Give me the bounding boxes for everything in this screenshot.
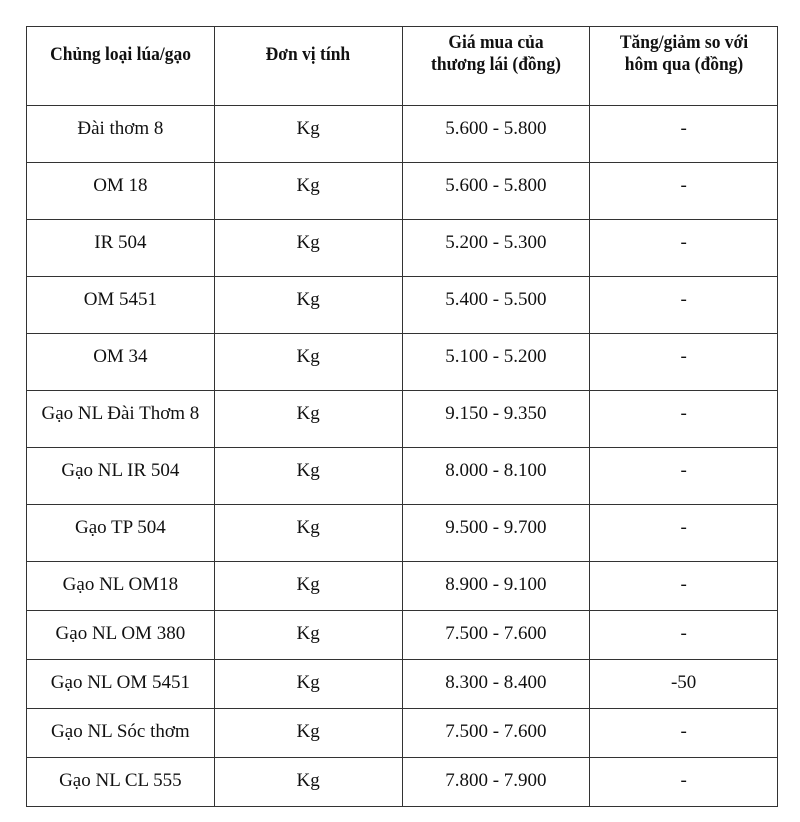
cell-price: 8.900 - 9.100 [401,561,591,611]
cell-change: - [589,757,778,807]
cell-unit: Kg [213,219,403,277]
cell-price: 8.000 - 8.100 [401,447,591,505]
header-text: Giá mua của thương lái (đồng) [430,32,561,75]
cell-price: 5.600 - 5.800 [401,162,591,220]
table-row: OM 5451 Kg 5.400 - 5.500- [26,276,778,334]
cell-rice-type: Gạo NL CL 555 [26,757,215,807]
cell-price: 5.400 - 5.500 [401,276,591,334]
table-row: Gạo NL OM 5451 Kg 8.300 - 8.400 -50 [26,659,778,709]
table-row: OM 18 Kg 5.600 - 5.800- [26,162,778,220]
header-unit: Đơn vị tính [213,26,403,106]
cell-change: - [589,561,778,611]
cell-price: 7.500 - 7.600 [401,708,591,758]
cell-change: - [589,708,778,758]
cell-rice-type: Gạo NL OM 380 [26,610,215,660]
cell-unit: Kg [213,561,403,611]
header-change: Tăng/giảm so với hôm qua (đồng) [589,26,778,106]
cell-price: 9.150 - 9.350 [401,390,591,448]
cell-change: - [589,105,778,163]
cell-price: 5.600 - 5.800 [401,105,591,163]
cell-unit: Kg [213,333,403,391]
table-row: Gạo NL OM18 Kg 8.900 - 9.100- [26,561,778,611]
cell-unit: Kg [213,504,403,562]
table-row: Gạo NL Đài Thơm 8 Kg 9.150 - 9.350- [26,390,778,448]
table-row: Đài thơm 8 Kg 5.600 - 5.800- [26,105,778,163]
header-text: Tăng/giảm so với hôm qua (đồng) [619,32,748,75]
cell-unit: Kg [213,708,403,758]
cell-rice-type: Gạo NL IR 504 [26,447,215,505]
cell-rice-type: Gạo NL Đài Thơm 8 [26,390,215,448]
header-row: Chủng loại lúa/gạo Đơn vị tính Giá mua c… [26,26,778,106]
table-row: Gạo NL Sóc thơm Kg 7.500 - 7.600- [26,708,778,758]
cell-change: - [589,162,778,220]
cell-rice-type: Gạo NL OM 5451 [26,659,215,709]
table-row: Gạo NL CL 555 Kg 7.800 - 7.900- [26,757,778,807]
cell-unit: Kg [213,390,403,448]
table-row: Gạo NL IR 504 Kg 8.000 - 8.100- [26,447,778,505]
table-row: Gạo NL OM 380 Kg 7.500 - 7.600- [26,610,778,660]
cell-change: - [589,219,778,277]
cell-price: 5.100 - 5.200 [401,333,591,391]
header-text: Chủng loại lúa/gạo [49,44,191,65]
cell-price: 7.500 - 7.600 [401,610,591,660]
cell-change: - [589,447,778,505]
table-row: OM 34 Kg 5.100 - 5.200- [26,333,778,391]
cell-rice-type: OM 5451 [26,276,215,334]
cell-rice-type: Gạo NL Sóc thơm [26,708,215,758]
cell-rice-type: Gạo TP 504 [26,504,215,562]
header-rice-type: Chủng loại lúa/gạo [26,26,215,106]
cell-change: - [589,276,778,334]
cell-price: 5.200 - 5.300 [401,219,591,277]
cell-rice-type: IR 504 [26,219,215,277]
cell-unit: Kg [213,276,403,334]
cell-rice-type: OM 34 [26,333,215,391]
cell-unit: Kg [213,757,403,807]
cell-price: 9.500 - 9.700 [401,504,591,562]
cell-unit: Kg [213,447,403,505]
cell-unit: Kg [213,610,403,660]
rice-price-table: Chủng loại lúa/gạo Đơn vị tính Giá mua c… [26,26,778,807]
cell-rice-type: Gạo NL OM18 [26,561,215,611]
cell-unit: Kg [213,105,403,163]
header-price: Giá mua của thương lái (đồng) [401,26,591,106]
cell-change: - [589,504,778,562]
cell-change: - [589,610,778,660]
cell-price: 7.800 - 7.900 [401,757,591,807]
cell-change: -50 [589,659,778,709]
table-row: IR 504 Kg 5.200 - 5.300- [26,219,778,277]
cell-unit: Kg [213,659,403,709]
cell-price: 8.300 - 8.400 [401,659,591,709]
cell-change: - [589,390,778,448]
cell-unit: Kg [213,162,403,220]
cell-rice-type: Đài thơm 8 [26,105,215,163]
header-text: Đơn vị tính [265,44,351,65]
table-row: Gạo TP 504 Kg 9.500 - 9.700- [26,504,778,562]
cell-rice-type: OM 18 [26,162,215,220]
cell-change: - [589,333,778,391]
